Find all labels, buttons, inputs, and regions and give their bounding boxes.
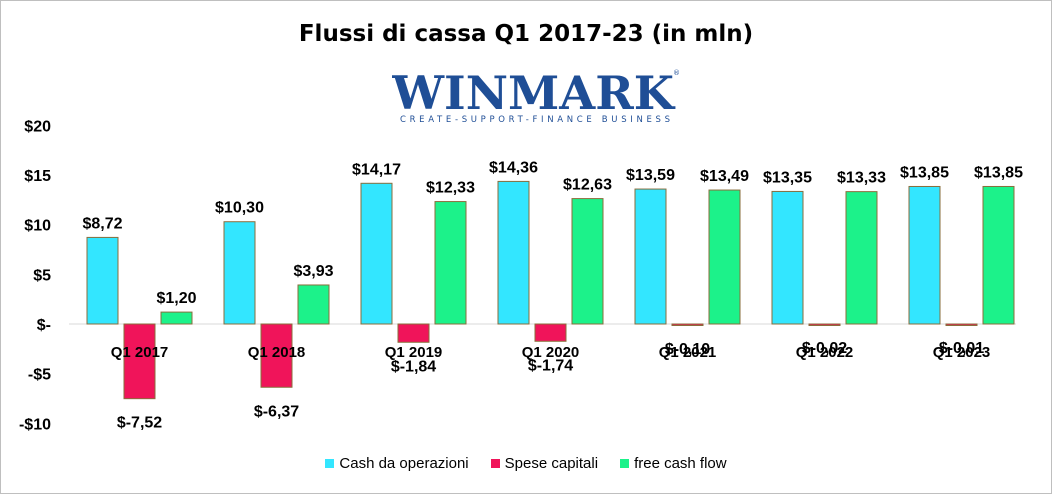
bar-0-2 (360, 182, 393, 325)
data-label: $-0,02 (802, 340, 847, 357)
x-tick-label: Q1 2021 (659, 344, 717, 361)
bar-2-4 (708, 189, 741, 325)
y-axis: $20 $15 $10 $5 $- -$5 -$10 (19, 118, 1016, 433)
logo-wordmark: WINMARK (392, 67, 676, 120)
logo-registered-mark: ® (673, 69, 680, 77)
bar-1-0 (123, 323, 156, 400)
bar-0-6 (908, 185, 941, 325)
bar-0-3 (497, 180, 530, 325)
winmark-logo: WINMARK ® CREATE-SUPPORT-FINANCE BUSINES… (392, 67, 680, 125)
y-tick-label: $- (37, 317, 51, 334)
bar-1-6 (945, 323, 978, 326)
x-tick-label: Q1 2017 (111, 344, 169, 361)
legend-label: free cash flow (634, 455, 727, 472)
bar-2-2 (434, 201, 467, 325)
bars (86, 180, 1015, 400)
legend-swatch (620, 459, 630, 468)
data-label: $13,85 (900, 164, 949, 181)
x-tick-label: Q1 2019 (385, 344, 443, 361)
bar-2-0 (160, 311, 193, 325)
data-label: $-1,84 (391, 358, 436, 375)
data-label: $13,49 (700, 168, 749, 185)
y-tick-label: -$10 (19, 416, 51, 433)
legend-swatch (325, 459, 335, 468)
bar-2-5 (845, 191, 878, 325)
data-label: $-0,10 (665, 341, 710, 358)
data-label: $12,33 (426, 180, 475, 197)
bar-0-4 (634, 188, 667, 325)
bar-1-5 (808, 323, 841, 326)
data-label: $3,93 (293, 263, 333, 280)
data-label: $13,85 (974, 164, 1023, 181)
legend-swatch (490, 459, 500, 468)
data-label: $14,17 (352, 161, 401, 178)
legend-item: free cash flow (620, 455, 727, 472)
bar-2-6 (982, 185, 1015, 325)
bar-2-1 (297, 284, 330, 325)
bar-1-3 (534, 323, 567, 342)
data-label: $-1,74 (528, 357, 573, 374)
bar-1-4 (671, 323, 704, 326)
data-label: $-0,01 (939, 340, 984, 357)
bar-0-0 (86, 236, 119, 325)
data-label: $-7,52 (117, 415, 162, 432)
legend-label: Spese capitali (504, 455, 599, 472)
data-label: $10,30 (215, 200, 264, 217)
bar-1-1 (260, 323, 293, 388)
bar-1-2 (397, 323, 430, 343)
x-tick-label: Q1 2022 (796, 344, 854, 361)
x-axis-labels: Q1 2017 Q1 2018 Q1 2019 Q1 2020 Q1 2021 Q1 20… (111, 344, 991, 361)
x-tick-label: Q1 2023 (933, 344, 991, 361)
legend-label: Cash da operazioni (339, 455, 469, 472)
legend-item: Spese capitali (490, 455, 599, 472)
legend-item: Cash da operazioni (325, 455, 469, 472)
bar-2-3 (571, 198, 604, 325)
data-label: $13,35 (763, 169, 812, 186)
data-label: $1,20 (156, 290, 196, 307)
data-label: $13,33 (837, 170, 886, 187)
x-tick-label: Q1 2020 (522, 344, 580, 361)
logo-tagline: CREATE-SUPPORT-FINANCE BUSINESS (400, 115, 670, 125)
chart-title: Flussi di cassa Q1 2017-23 (in mln) (298, 21, 754, 47)
data-label: $13,59 (626, 167, 675, 184)
y-tick-label: $10 (24, 218, 51, 235)
y-tick-label: $20 (24, 118, 51, 135)
y-tick-label: $5 (33, 267, 51, 284)
data-label: $8,72 (82, 215, 122, 232)
bar-0-1 (223, 221, 256, 325)
bar-0-5 (771, 190, 804, 325)
data-label: $14,36 (489, 159, 538, 176)
legend: Cash da operazioni Spese capitali free cas… (1, 455, 1051, 472)
data-labels: $8,72 $-7,52 $1,20 $10,30 $-6,37 $3,93 $14,17 $… (82, 159, 1023, 431)
data-label: $-6,37 (254, 403, 299, 420)
x-tick-label: Q1 2018 (248, 344, 306, 361)
y-tick-label: -$5 (28, 367, 51, 384)
y-tick-label: $15 (24, 168, 51, 185)
data-label: $12,63 (563, 177, 612, 194)
